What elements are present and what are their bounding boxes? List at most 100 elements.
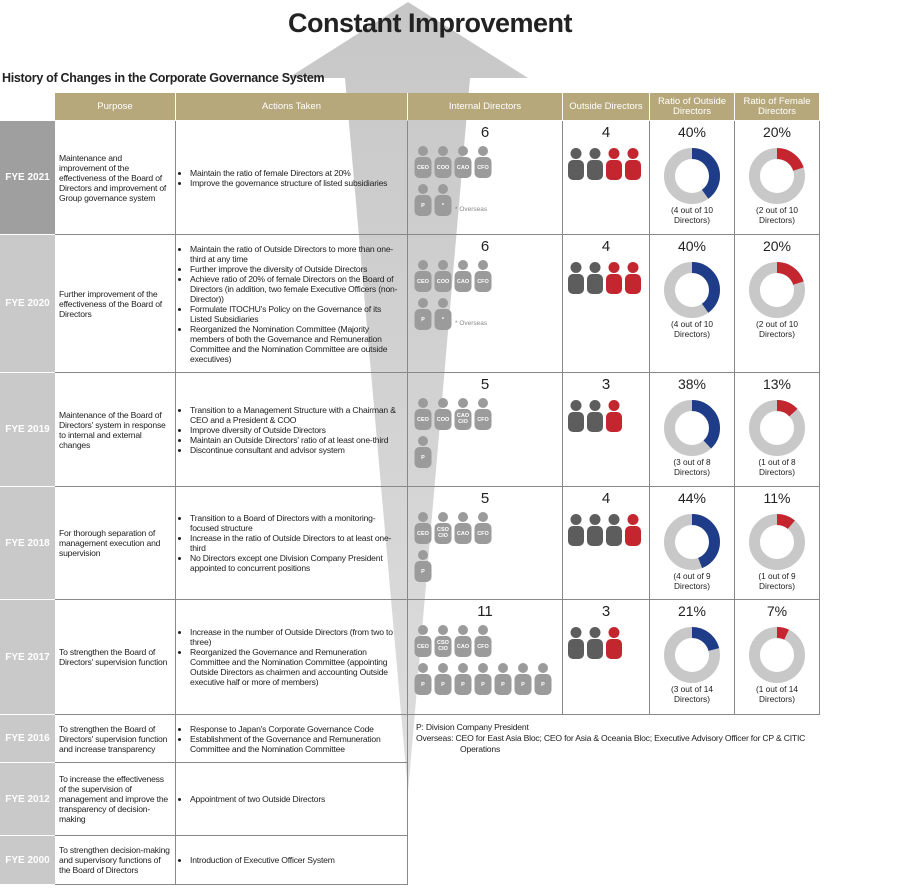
- icon-body: [568, 160, 584, 180]
- icon-label: CFO: [477, 279, 489, 285]
- icon-head: [418, 550, 428, 560]
- icon-label-line: CIO: [438, 646, 449, 652]
- legend-item: Overseas: CEO for East Asia Bloc; CEO fo…: [416, 733, 806, 754]
- donut-segment: [664, 627, 720, 683]
- ratio-caption: (2 out of 10 Directors): [756, 205, 798, 225]
- icon-head: [458, 260, 468, 270]
- icon-head: [438, 146, 448, 156]
- actions-list: Transition to a Board of Directors with …: [176, 513, 407, 573]
- action-item: Further improve the diversity of Outside…: [190, 264, 403, 274]
- icon-head: [418, 512, 428, 522]
- caption-line: (4 out of 10: [671, 205, 713, 215]
- ratio-label: 11%: [764, 490, 791, 506]
- outside-icon: [568, 148, 584, 180]
- donut-segment: [664, 400, 720, 456]
- icon-label: P: [461, 682, 465, 688]
- column-header: Internal Directors: [408, 93, 563, 120]
- action-item: Transition to a Board of Directors with …: [190, 513, 403, 533]
- icon-head: [589, 400, 601, 411]
- figure-cell: [563, 487, 650, 600]
- icon-body: [587, 160, 603, 180]
- icon-body: [434, 271, 452, 292]
- title: Constant Improvement: [287, 8, 573, 38]
- actions-cell: Maintain the ratio of Outside Directors …: [176, 235, 408, 373]
- caption-line: (3 out of 14: [671, 684, 713, 694]
- outside-icon: [587, 148, 603, 180]
- icon-head: [418, 398, 428, 408]
- figure-cell: [735, 373, 820, 487]
- icon-body: [454, 674, 472, 695]
- icon-head: [570, 148, 582, 159]
- outside-icon: [587, 627, 603, 659]
- actions-cell: Appointment of two Outside Directors: [176, 763, 408, 836]
- icon-body: [568, 274, 584, 294]
- icon-head: [478, 146, 488, 156]
- action-item: Increase in the ratio of Outside Directo…: [190, 533, 403, 553]
- internal-count: 5: [481, 490, 489, 507]
- icon-head: [627, 514, 639, 525]
- icon-body: [414, 195, 432, 216]
- icon-head: [478, 625, 488, 635]
- icon-body: [414, 561, 432, 582]
- icon-label: CEO: [417, 417, 430, 423]
- donut-segment: [749, 262, 805, 318]
- outside-icon: [587, 514, 603, 546]
- figure-cell: [650, 235, 735, 373]
- internal-icon: CFO: [474, 146, 492, 178]
- actions-list: Maintain the ratio of female Directors a…: [176, 168, 391, 188]
- actions-list: Increase in the number of Outside Direct…: [176, 627, 407, 687]
- ratio-caption: (1 out of 8 Directors): [758, 457, 796, 477]
- ratio-caption: (3 out of 14 Directors): [671, 684, 713, 704]
- figure-cell: [735, 600, 820, 715]
- outside-icon: [625, 262, 641, 294]
- icon-head: [458, 663, 468, 673]
- internal-count: 5: [481, 376, 489, 393]
- internal-icon: P: [414, 663, 432, 695]
- purpose-cell: To strengthen the Board of Directors' su…: [55, 715, 176, 763]
- icon-head: [478, 663, 488, 673]
- internal-icon: COO: [434, 260, 452, 292]
- icon-head: [570, 627, 582, 638]
- icon-label: P: [521, 682, 525, 688]
- icon-body: [454, 523, 472, 544]
- icon-head: [627, 148, 639, 159]
- year-cell: FYE 2021: [0, 121, 55, 235]
- icon-body: [606, 639, 622, 659]
- icon-body: [414, 271, 432, 292]
- action-item: Response to Japan's Corporate Governance…: [190, 724, 403, 734]
- ratio-caption: (4 out of 10 Directors): [671, 319, 713, 339]
- icon-head: [608, 514, 620, 525]
- icon-body: [414, 523, 432, 544]
- actions-list: Introduction of Executive Officer System: [176, 855, 339, 865]
- column-header: Purpose: [55, 93, 176, 120]
- icon-body: [514, 674, 532, 695]
- icon-head: [608, 627, 620, 638]
- purpose-text: To strengthen decision-making and superv…: [59, 845, 170, 875]
- year-cell: FYE 2019: [0, 373, 55, 487]
- icon-body: [568, 412, 584, 432]
- outside-count: 4: [602, 124, 610, 141]
- icon-body: [587, 526, 603, 546]
- icon-body: [474, 674, 492, 695]
- donut-segment: [749, 627, 805, 683]
- figure-cell: [563, 121, 650, 235]
- caption-line: (1 out of 9: [758, 571, 796, 581]
- internal-icon: CEO: [414, 512, 432, 544]
- internal-icon: COO: [434, 146, 452, 178]
- icon-label: P: [421, 455, 425, 461]
- outside-icon: [625, 148, 641, 180]
- internal-count: 11: [477, 603, 493, 620]
- internal-icon: P: [414, 550, 432, 582]
- caption-line: Directors): [674, 329, 710, 339]
- action-item: Discontinue consultant and advisor syste…: [190, 445, 403, 455]
- icon-body: [414, 636, 432, 657]
- caption-line: Directors): [759, 694, 795, 704]
- icon-head: [418, 663, 428, 673]
- icon-body: [434, 674, 452, 695]
- ratio-label: 7%: [767, 603, 787, 619]
- caption-line: (3 out of 8: [673, 457, 711, 467]
- icon-head: [478, 260, 488, 270]
- icon-head: [538, 663, 548, 673]
- outside-icon: [587, 262, 603, 294]
- outside-count: 3: [602, 376, 610, 393]
